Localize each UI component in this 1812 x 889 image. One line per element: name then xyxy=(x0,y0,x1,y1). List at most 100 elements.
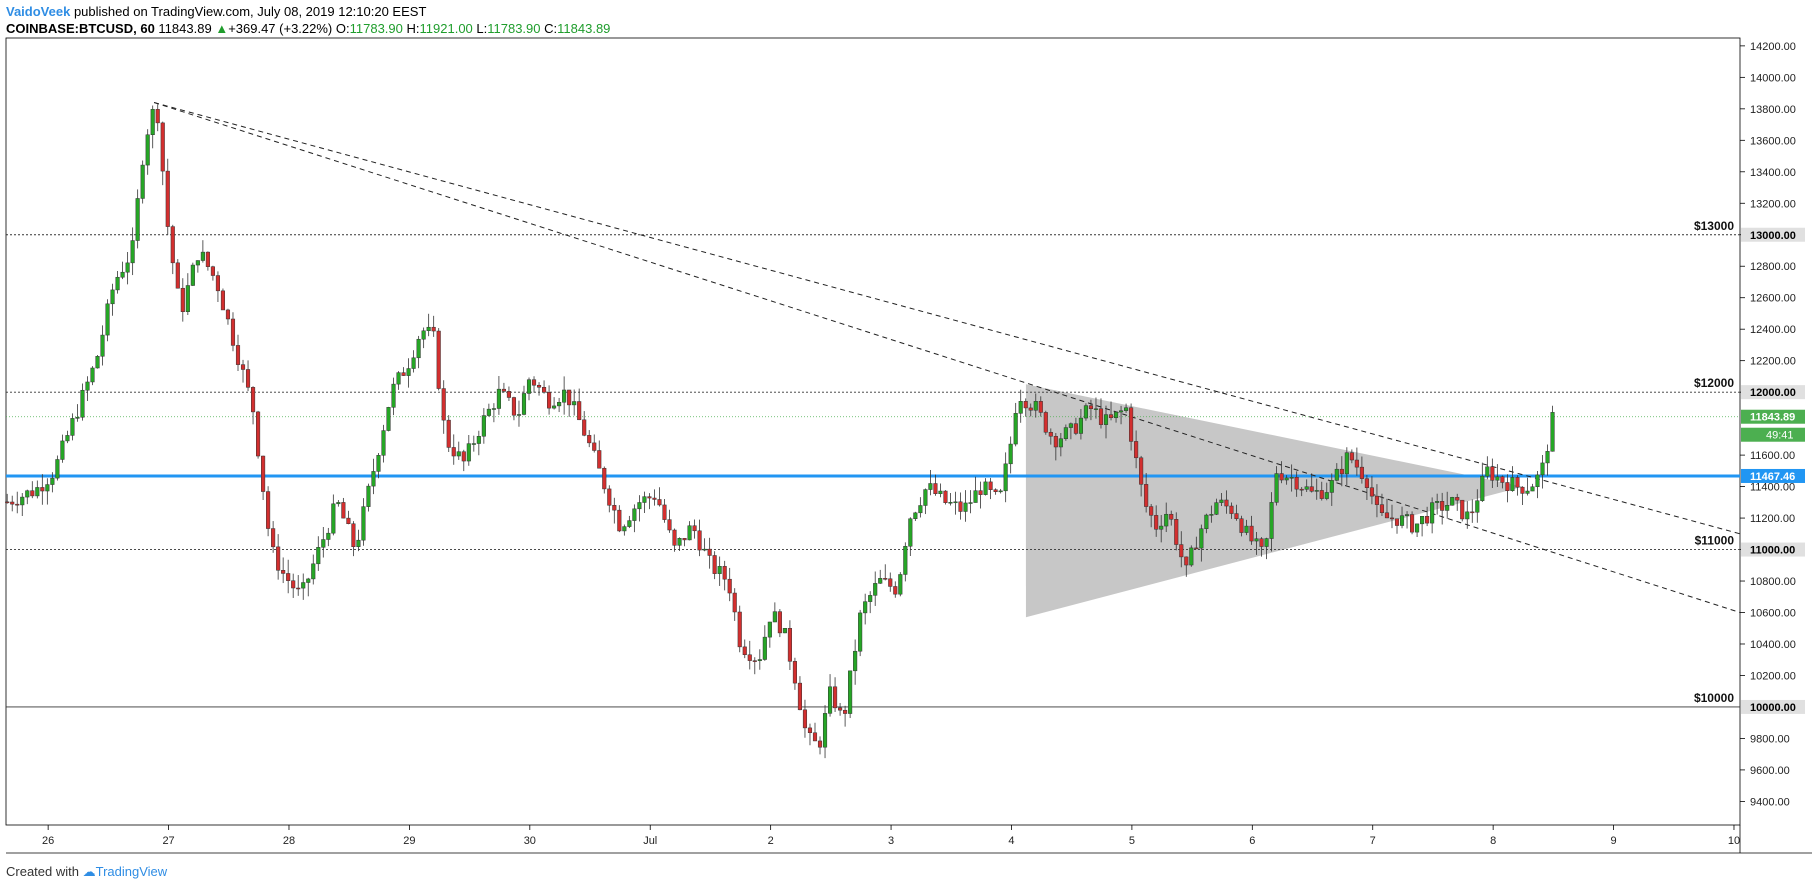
candle-body xyxy=(1254,538,1259,542)
candle-body xyxy=(1404,514,1410,516)
candle-body xyxy=(85,381,90,391)
candle-body xyxy=(351,523,356,548)
y-tick-label: 11400.00 xyxy=(1750,482,1795,494)
candle-body xyxy=(536,384,542,388)
price-change: +369.47 (+3.22%) xyxy=(228,21,333,36)
candle-body xyxy=(622,526,627,532)
candle-body xyxy=(1470,511,1475,514)
candle-body xyxy=(225,309,231,320)
candle-body xyxy=(1244,525,1249,533)
candle-body xyxy=(80,389,85,418)
candle-body xyxy=(552,405,557,409)
candle-body xyxy=(1018,401,1023,414)
candle-body xyxy=(777,611,782,634)
candle-body xyxy=(20,496,25,506)
candle-body xyxy=(1289,477,1294,479)
candle-body xyxy=(587,435,592,444)
candle-body xyxy=(1199,528,1204,549)
publish-info: VaidoVeek published on TradingView.com, … xyxy=(6,4,426,19)
candle-body xyxy=(1445,505,1450,511)
tradingview-brand[interactable]: TradingView xyxy=(95,864,168,879)
plot-border xyxy=(5,37,1741,826)
candle-body xyxy=(1510,477,1515,492)
candle-body xyxy=(1304,486,1309,490)
candle-body xyxy=(441,388,446,421)
candle-body xyxy=(1314,490,1319,492)
candle-body xyxy=(913,512,918,519)
candle-body xyxy=(1354,459,1359,468)
candle-body xyxy=(557,402,562,407)
candle-body xyxy=(948,501,953,504)
candlesticks xyxy=(5,104,1555,759)
candle-body xyxy=(1415,523,1420,533)
current-price-tag: 11843.89 xyxy=(1750,412,1795,424)
candle-body xyxy=(1239,518,1244,533)
candle-body xyxy=(1063,427,1068,439)
candle-body xyxy=(175,262,180,289)
candle-body xyxy=(893,586,898,595)
candle-body xyxy=(1364,478,1369,488)
x-tick-label: 2 xyxy=(768,835,774,847)
candle-body xyxy=(1038,401,1043,413)
candle-body xyxy=(25,490,30,498)
candle-body xyxy=(612,505,617,511)
y-tick-label: 14200.00 xyxy=(1750,41,1796,53)
candle-body xyxy=(35,487,40,497)
candle-body xyxy=(943,490,948,503)
candle-body xyxy=(361,506,366,541)
candle-body xyxy=(1329,480,1334,493)
candle-body xyxy=(1093,408,1099,411)
candle-body xyxy=(110,289,115,305)
candle-body xyxy=(426,326,431,332)
candle-body xyxy=(160,122,165,172)
x-tick-label: 3 xyxy=(888,835,894,847)
candle-body xyxy=(1103,414,1109,425)
candle-body xyxy=(215,275,220,292)
candle-body xyxy=(1410,514,1415,533)
candle-body xyxy=(652,497,657,500)
candle-body xyxy=(271,528,276,548)
candle-body xyxy=(346,517,351,525)
candle-body xyxy=(1339,468,1344,475)
candle-body xyxy=(968,502,973,504)
candle-body xyxy=(898,574,903,595)
y-tick-label: 12200.00 xyxy=(1750,356,1796,368)
candle-body xyxy=(296,587,301,590)
candle-body xyxy=(356,539,361,548)
candle-body xyxy=(195,260,200,266)
close-label: C: xyxy=(544,21,558,36)
candle-body xyxy=(752,660,757,662)
candle-body xyxy=(797,682,803,711)
candle-body xyxy=(1234,513,1239,519)
level-label-10000: $10000 xyxy=(1694,691,1734,705)
candle-body xyxy=(582,419,587,436)
candle-body xyxy=(10,501,15,505)
candle-body xyxy=(647,496,652,499)
current-price-tag-bg xyxy=(1741,409,1805,424)
candle-body xyxy=(1485,466,1490,477)
candle-body xyxy=(466,443,471,462)
candle-body xyxy=(1505,482,1510,492)
candle-body xyxy=(1294,477,1299,490)
candle-body xyxy=(1430,502,1435,524)
candle-body xyxy=(878,578,883,584)
candle-body xyxy=(471,443,476,445)
candle-body xyxy=(838,707,843,711)
candle-body xyxy=(988,481,993,490)
candle-body xyxy=(938,490,943,494)
candle-body xyxy=(682,538,687,541)
support-tag-bg xyxy=(1741,468,1805,483)
candle-body xyxy=(1068,423,1073,428)
candle-body xyxy=(65,435,70,442)
candle-body xyxy=(1048,431,1053,437)
candle-body xyxy=(1164,513,1169,527)
candle-body xyxy=(1264,538,1269,547)
trendlines xyxy=(153,102,1741,613)
author-link[interactable]: VaidoVeek xyxy=(6,4,71,19)
candle-body xyxy=(933,483,938,494)
candle-body xyxy=(983,481,988,495)
candle-body xyxy=(782,628,787,634)
candle-body xyxy=(873,583,878,596)
candle-body xyxy=(592,442,597,451)
